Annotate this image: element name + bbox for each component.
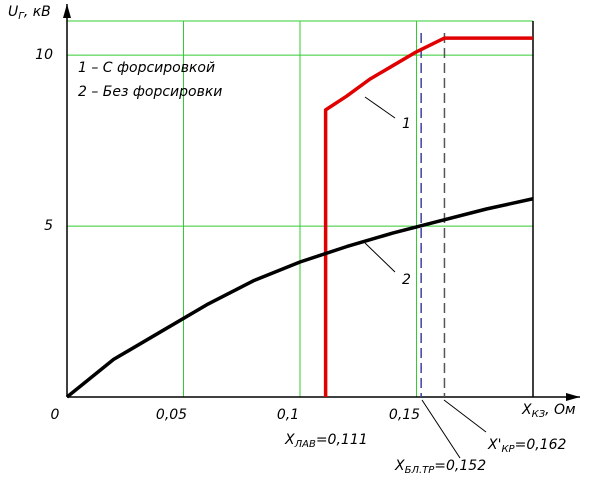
series-line	[65, 197, 534, 399]
x-tick-label: 0,1	[277, 407, 299, 423]
y-tick-label: 5	[44, 218, 53, 234]
annotation-value: =0,152	[434, 458, 486, 474]
annotation-value: =0,111	[316, 432, 368, 448]
x-tick-label: 0	[51, 407, 60, 423]
curve-label: 1	[402, 116, 411, 132]
y-axis-title: UГ, кВ	[8, 4, 51, 22]
x-tick-label: 0,05	[156, 407, 187, 423]
annotation: X'КР=0,162	[487, 437, 566, 455]
annotation: XЛАВ=0,111	[284, 432, 368, 450]
leader-line	[443, 399, 487, 433]
series-line	[323, 36, 533, 397]
x-axis-title: XКЗ, Ом	[521, 402, 576, 420]
leader-line	[421, 399, 461, 459]
x-axis-arrow	[566, 393, 580, 401]
leader-line	[364, 242, 396, 273]
annotation-subscript: КР	[501, 444, 515, 455]
leader-line	[364, 96, 396, 119]
y-axis-arrow	[63, 4, 71, 18]
legend-entry: 1 – С форсировкой	[78, 60, 215, 76]
annotation-symbol: X	[394, 458, 405, 474]
curve-label: 2	[402, 272, 411, 288]
annotation-value: =0,162	[515, 437, 567, 453]
annotation-subscript: ЛАВ	[294, 439, 316, 450]
y-tick-label: 10	[35, 47, 53, 63]
annotation-symbol: X	[284, 432, 295, 448]
legend-entry: 2 – Без форсировки	[78, 84, 222, 100]
x-tick-label: 0,15	[389, 407, 420, 423]
annotation: XБЛ.ТР=0,152	[394, 458, 486, 476]
annotation-symbol: X'	[487, 437, 501, 453]
annotation-subscript: БЛ.ТР	[405, 465, 436, 476]
